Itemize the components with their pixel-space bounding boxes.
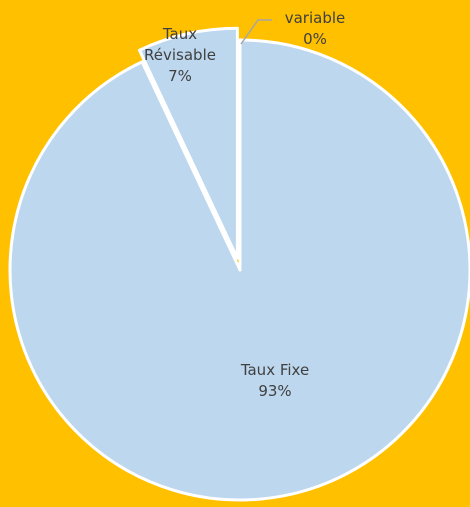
- category-label: Taux Révisable: [144, 25, 216, 64]
- pie-slice: [137, 26, 239, 260]
- value-label: 93%: [258, 382, 292, 400]
- data-label: variable 0%: [270, 8, 360, 50]
- category-label: Taux Fixe: [240, 361, 310, 379]
- data-label: Taux Fixe 93%: [215, 360, 335, 402]
- value-label: 7%: [168, 67, 192, 85]
- data-label: Taux Révisable 7%: [135, 24, 225, 87]
- leader-line: [240, 19, 272, 45]
- value-label: 0%: [303, 30, 327, 48]
- category-label: variable: [284, 9, 346, 27]
